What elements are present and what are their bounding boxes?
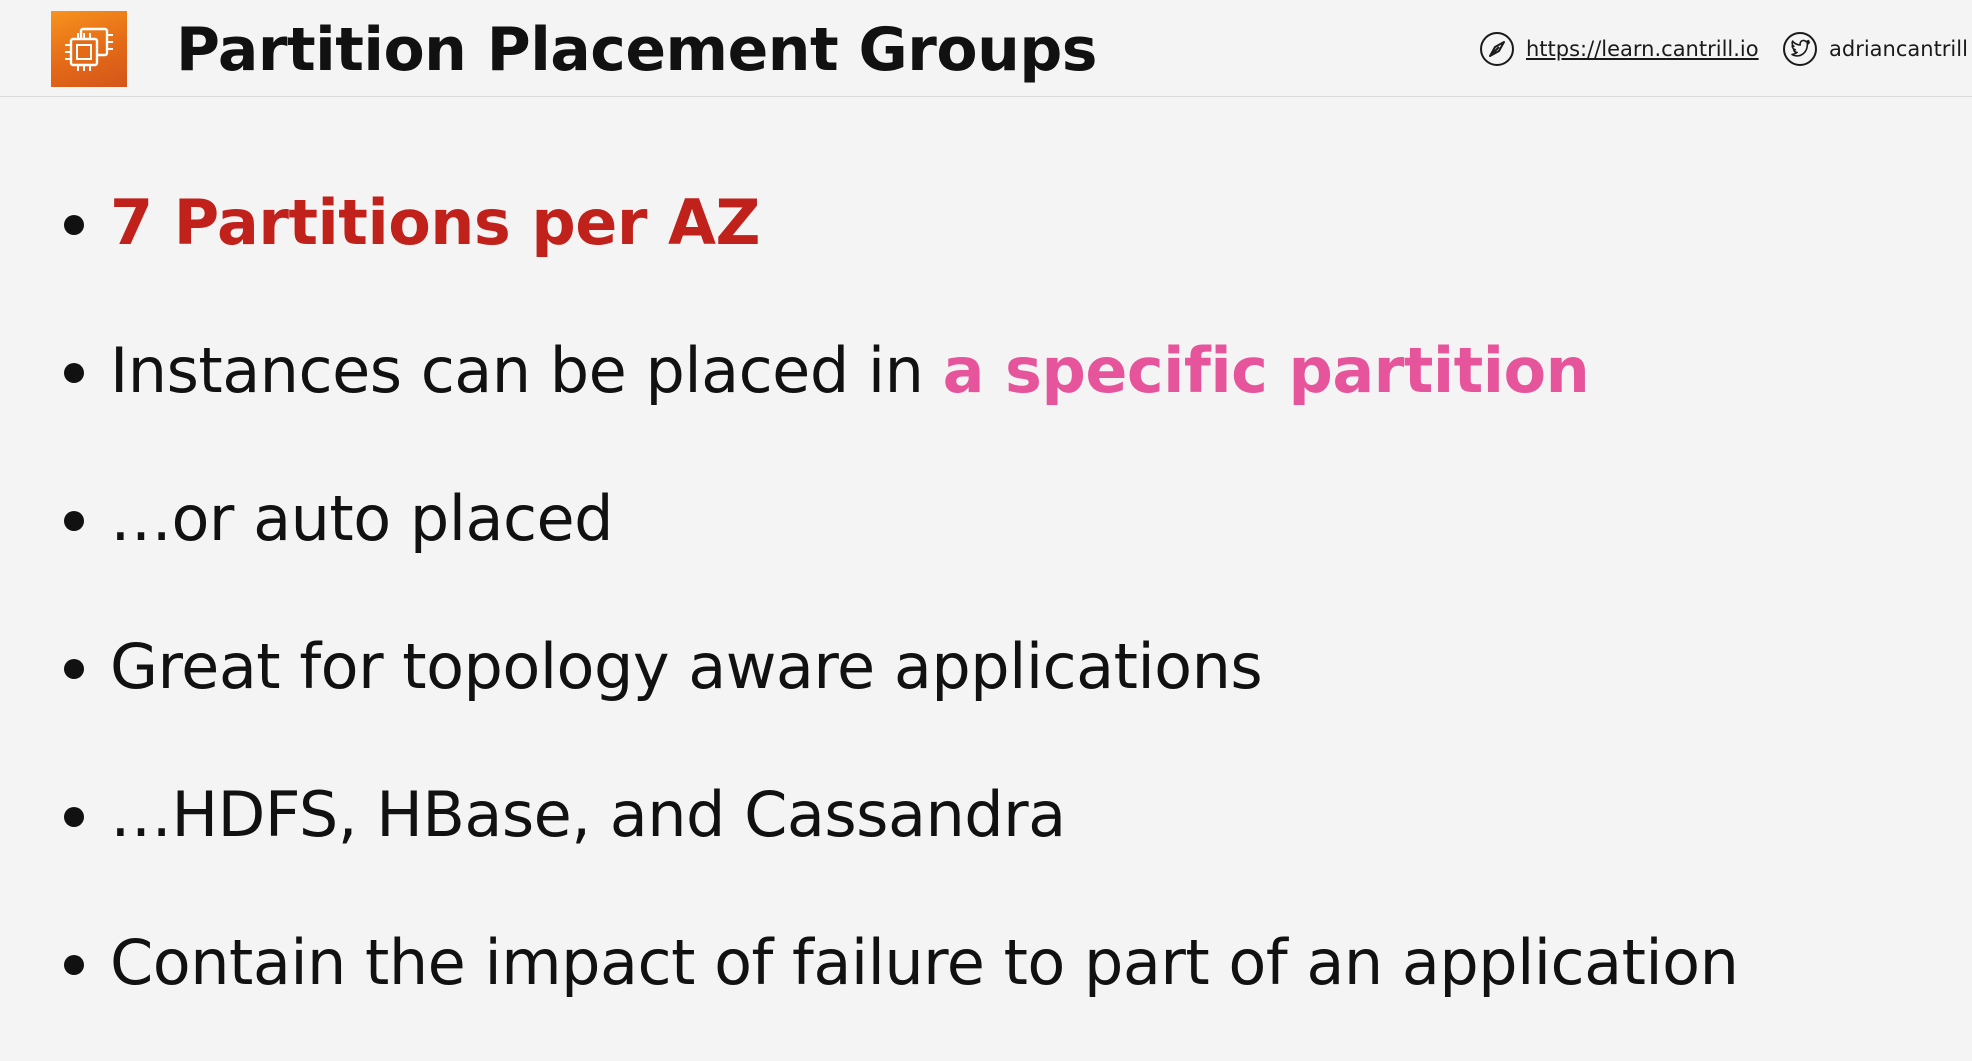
bullet-text: …or auto placed [110,481,614,555]
bullet-dot [64,807,84,827]
bullet-text: …HDFS, HBase, and Cassandra [110,777,1066,851]
bullet-text-highlight: a specific partition [942,333,1590,407]
bullet-dot [64,511,84,531]
page-title: Partition Placement Groups [176,15,1097,85]
bullet-text-prefix: Instances can be placed in [110,333,943,407]
bullet-dot [64,659,84,679]
twitter-bird-icon [1781,30,1819,68]
bullet-item: 7 Partitions per AZ [64,148,1738,296]
bullet-item: …or auto placed [64,444,1738,592]
bullet-list: 7 Partitions per AZ Instances can be pla… [64,148,1739,1036]
bullet-dot [64,363,84,383]
bullet-text: Instances can be placed in a specific pa… [110,333,1590,407]
bullet-item: Instances can be placed in a specific pa… [64,296,1738,444]
bullet-dot [64,215,84,235]
bullet-text: Contain the impact of failure to part of… [110,925,1739,999]
bullet-text: Great for topology aware applications [110,629,1263,703]
website-link-text[interactable]: https://learn.cantrill.io [1526,37,1759,61]
header-bar: Partition Placement Groups https://learn… [0,0,1972,97]
bullet-item: Great for topology aware applications [64,592,1738,740]
bullet-dot [64,955,84,975]
bullet-text: 7 Partitions per AZ [110,185,760,259]
bullet-item: …HDFS, HBase, and Cassandra [64,740,1738,888]
website-link[interactable]: https://learn.cantrill.io [1478,30,1759,68]
compass-icon [1478,30,1516,68]
aws-ec2-chip-icon [51,11,127,87]
twitter-handle-text[interactable]: adriancantrill [1829,37,1968,61]
twitter-handle[interactable]: adriancantrill [1781,30,1968,68]
bullet-item: Contain the impact of failure to part of… [64,888,1739,1036]
